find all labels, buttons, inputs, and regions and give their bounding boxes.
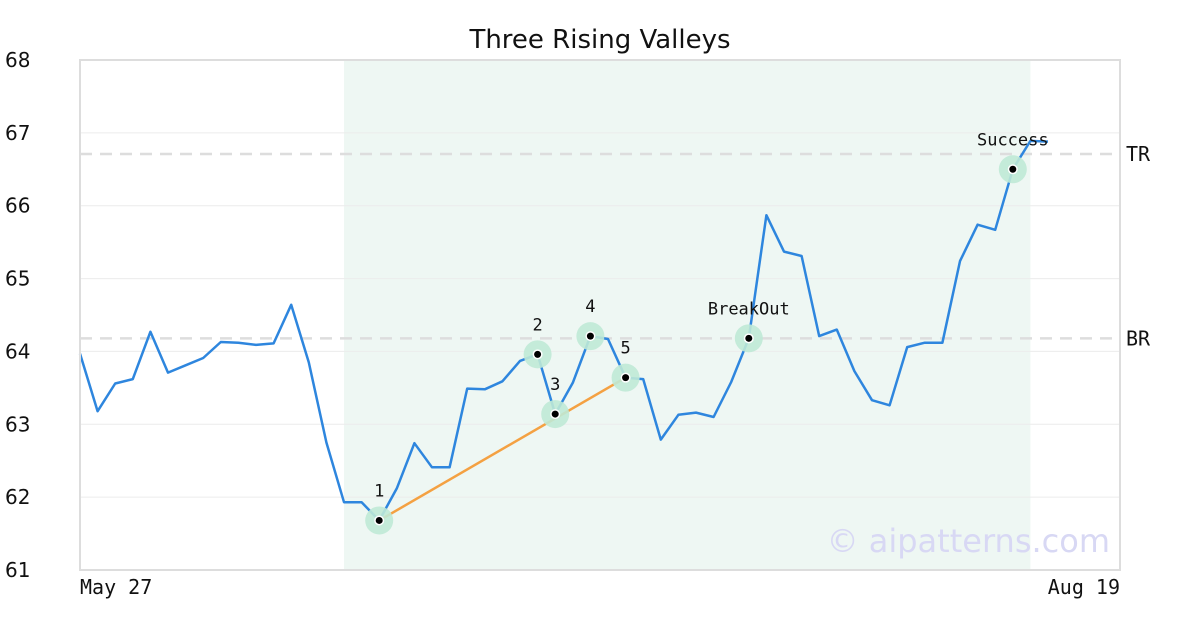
marker-dot <box>534 350 542 358</box>
y-tick-label: 62 <box>5 485 30 509</box>
point-label: 2 <box>532 315 542 335</box>
marker-dot <box>1009 165 1017 173</box>
price-line <box>78 139 1049 522</box>
y-tick-label: 64 <box>5 339 30 363</box>
y-tick-label: 61 <box>5 558 30 582</box>
y-tick-label: 67 <box>5 121 30 145</box>
trend-layer <box>378 376 627 522</box>
grid-lines <box>80 132 1120 498</box>
point-label: 5 <box>620 339 630 359</box>
point-label: 4 <box>585 297 595 317</box>
point-label: 1 <box>374 481 384 501</box>
point-label: BreakOut <box>708 299 790 319</box>
y-tick-label: 65 <box>5 267 30 291</box>
highlight-range <box>344 60 1031 570</box>
point-label: 3 <box>550 375 560 395</box>
x-tick-label: May 27 <box>80 575 152 599</box>
marker-dot <box>375 516 383 524</box>
marker-dot <box>622 374 630 382</box>
y-tick-label: 68 <box>5 48 30 72</box>
y-tick-label: 63 <box>5 412 30 436</box>
watermark: © aipatterns.com <box>827 522 1110 560</box>
reference-label: BR <box>1126 326 1151 350</box>
pattern-markers: 1 2 3 4 5 BreakOut Success <box>365 130 1049 535</box>
series-layer <box>78 139 1049 522</box>
plot-frame <box>79 59 1121 571</box>
reference-label: TR <box>1126 142 1151 166</box>
y-tick-label: 66 <box>5 194 30 218</box>
axes: 61 62 63 64 65 66 67 68 May 27 Aug 19 <box>5 48 1120 599</box>
marker-dot <box>586 332 594 340</box>
marker-dot <box>745 334 753 342</box>
x-tick-label: Aug 19 <box>1048 575 1120 599</box>
point-label: Success <box>977 130 1049 150</box>
chart-title: Three Rising Valleys <box>468 25 730 55</box>
highlight-band <box>344 60 1031 570</box>
trend-line <box>378 376 627 522</box>
marker-dot <box>551 410 559 418</box>
